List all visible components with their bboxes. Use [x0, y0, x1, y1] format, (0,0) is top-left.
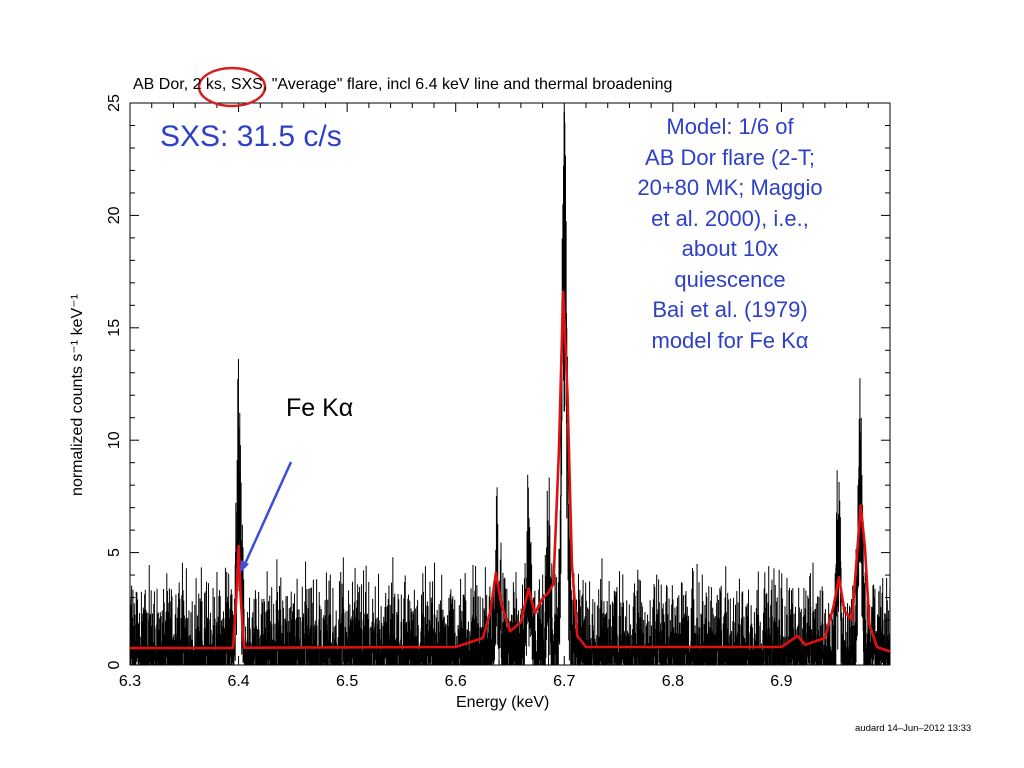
model-series [129, 290, 891, 653]
model-note-line: Model: 1/6 of [666, 114, 794, 139]
x-tick-label: 6.5 [336, 673, 358, 690]
x-tick-label: 6.8 [662, 673, 684, 690]
x-tick-label: 6.6 [445, 673, 467, 690]
model-note-line: et al. 2000), i.e., [651, 205, 809, 231]
data-series [129, 111, 891, 666]
y-tick-label: 5 [106, 548, 123, 557]
x-tick-label: 6.3 [119, 673, 141, 690]
x-axis-label: Energy (keV) [456, 694, 550, 711]
x-tick-label: 6.9 [770, 673, 792, 690]
model-line [129, 290, 891, 653]
x-tick-label: 6.4 [227, 673, 249, 690]
model-note: Model: 1/6 of AB Dor flare (2-T; 20+80 M… [580, 112, 880, 356]
highlight-circle [197, 66, 267, 108]
credit-stamp: audard 14–Jun–2012 13:33 [855, 723, 972, 734]
tick-labels: 6.3 6.4 6.5 6.6 6.7 6.8 6.9 0 5 10 15 20 25 [106, 94, 793, 690]
model-note-line: quiescence [674, 266, 786, 292]
model-note-line: model for Fe Kα [651, 327, 809, 353]
model-note-line: AB Dor flare (2-T; [645, 144, 815, 170]
fe-k-alpha-label: Fe Kα [286, 394, 354, 422]
y-axis-label: normalized counts s⁻¹ keV⁻¹ [69, 294, 86, 496]
model-note-line: about 10x [681, 236, 779, 261]
x-tick-label: 6.7 [553, 673, 575, 690]
y-tick-label: 20 [106, 206, 123, 224]
annotations [197, 66, 293, 573]
model-note-line: Bai et al. (1979) [652, 297, 808, 322]
chart-title: AB Dor, 2 ks, SXS, "Average" flare, incl… [133, 76, 673, 93]
y-tick-label: 25 [106, 94, 123, 112]
y-tick-label: 0 [106, 660, 123, 669]
fe-k-alpha-arrow [242, 461, 293, 567]
data-histogram [130, 235, 891, 666]
count-rate-label: SXS: 31.5 c/s [160, 120, 342, 153]
y-tick-label: 15 [106, 319, 123, 337]
y-tick-label: 10 [106, 431, 123, 449]
model-note-line: 20+80 MK; Maggio [637, 175, 823, 200]
arrow-head [240, 560, 249, 573]
